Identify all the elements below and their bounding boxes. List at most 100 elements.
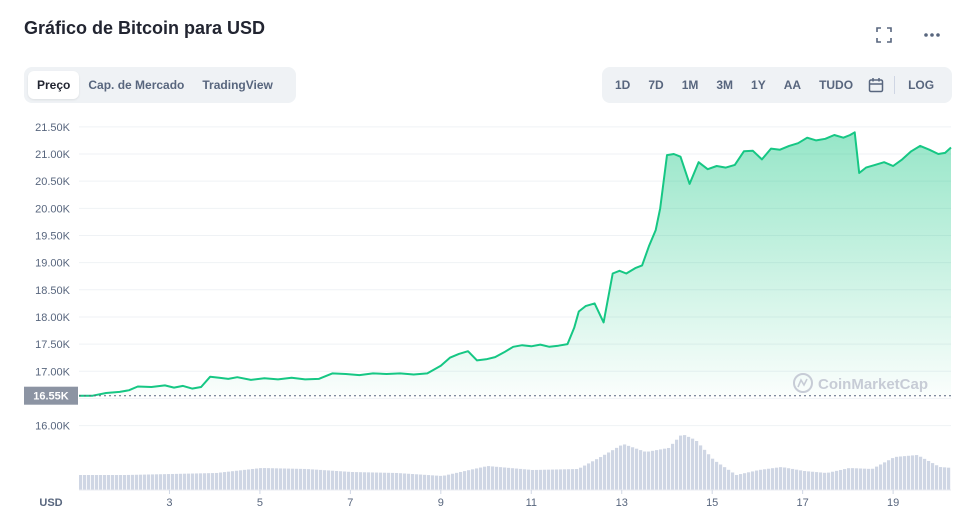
volume-bar: [619, 445, 623, 490]
volume-bar: [835, 470, 839, 490]
log-toggle[interactable]: LOG: [908, 78, 935, 92]
volume-bar: [363, 472, 367, 490]
volume-bar: [423, 474, 427, 490]
volume-bar: [823, 472, 827, 490]
volume-bar: [171, 473, 175, 490]
volume-bar: [743, 473, 747, 490]
volume-bar: [591, 461, 595, 490]
volume-bar: [939, 467, 943, 490]
volume-bar: [519, 468, 523, 490]
volume-bar: [283, 468, 287, 490]
volume-bar: [375, 472, 379, 490]
volume-bar: [539, 469, 543, 490]
volume-bar: [307, 469, 311, 490]
volume-bar: [219, 472, 223, 490]
volume-bar: [131, 474, 135, 490]
fullscreen-icon[interactable]: [874, 25, 894, 45]
volume-bar: [927, 460, 931, 490]
tab-market-cap[interactable]: Cap. de Mercado: [88, 78, 185, 92]
volume-bar: [359, 472, 363, 490]
volume-bar: [291, 468, 295, 490]
volume-bar: [787, 468, 791, 490]
volume-bar: [727, 469, 731, 490]
volume-bar: [579, 467, 583, 490]
volume-bar: [411, 474, 415, 490]
volume-bar: [143, 474, 147, 490]
volume-bar: [551, 469, 555, 490]
volume-bar: [399, 473, 403, 490]
volume-bar: [251, 468, 255, 490]
y-tick-label: 17.00K: [35, 366, 71, 378]
range-1m[interactable]: 1M: [681, 78, 699, 92]
chart-title: Gráfico de Bitcoin para USD: [24, 18, 266, 38]
volume-bar: [207, 473, 211, 490]
range-7d[interactable]: 7D: [648, 78, 664, 92]
volume-bar: [275, 468, 279, 490]
volume-bar: [871, 468, 875, 490]
volume-bar: [87, 475, 91, 490]
y-tick-label: 17.50K: [35, 339, 71, 351]
volume-bar: [391, 472, 395, 490]
y-tick-label: 19.50K: [35, 230, 71, 242]
volume-bar: [195, 473, 199, 490]
volume-bar: [647, 451, 651, 490]
volume-bar: [403, 473, 407, 490]
volume-bar: [459, 471, 463, 490]
range-all[interactable]: TUDO: [819, 78, 854, 92]
volume-bar: [707, 454, 711, 490]
volume-bar: [699, 445, 703, 490]
volume-bar: [419, 474, 423, 490]
fullscreen-icon-glyph: [876, 27, 892, 43]
volume-bar: [715, 461, 719, 490]
volume-bar: [167, 474, 171, 490]
volume-bar: [499, 467, 503, 490]
volume-bar: [231, 471, 235, 490]
volume-bar: [295, 468, 299, 490]
volume-bar: [819, 472, 823, 490]
volume-bar: [235, 470, 239, 490]
volume-bar: [103, 475, 107, 490]
volume-bar: [371, 472, 375, 490]
volume-bar: [563, 469, 567, 490]
volume-bar: [631, 447, 635, 490]
volume-bar: [635, 448, 639, 490]
volume-bar: [279, 468, 283, 490]
volume-bar: [387, 472, 391, 490]
tab-price[interactable]: Preço: [28, 71, 80, 99]
volume-bar: [639, 450, 643, 490]
range-1d[interactable]: 1D: [615, 78, 631, 92]
x-tick-label: 7: [347, 497, 353, 509]
volume-bar: [695, 440, 699, 490]
volume-bar: [759, 469, 763, 490]
volume-bar: [667, 447, 671, 490]
volume-bar: [807, 471, 811, 490]
x-tick-label: 11: [526, 497, 537, 509]
volume-bar: [719, 464, 723, 490]
volume-bar: [91, 475, 95, 490]
range-3m[interactable]: 3M: [716, 78, 734, 92]
calendar-icon[interactable]: [862, 71, 890, 99]
tab-tradingview[interactable]: TradingView: [202, 78, 273, 92]
volume-bar: [879, 464, 883, 490]
volume-bar: [595, 459, 599, 490]
range-1y[interactable]: 1Y: [751, 78, 766, 92]
volume-bar: [739, 474, 743, 490]
more-options-icon[interactable]: [922, 25, 942, 45]
y-tick-label: 21.50K: [35, 122, 71, 134]
volume-bar: [547, 469, 551, 490]
volume-bar: [687, 436, 691, 490]
volume-bar: [867, 468, 871, 490]
volume-bar: [887, 460, 891, 490]
volume-bar: [467, 470, 471, 490]
x-tick-label: 19: [887, 497, 899, 509]
volume-bar: [627, 445, 631, 490]
range-ytd[interactable]: AA: [783, 78, 802, 92]
volume-bar: [615, 447, 619, 490]
volume-bar: [115, 475, 119, 490]
volume-bar: [431, 475, 435, 490]
volume-bar: [407, 473, 411, 490]
volume-bar: [451, 473, 455, 490]
volume-bar: [659, 449, 663, 490]
volume-bar: [691, 438, 695, 490]
